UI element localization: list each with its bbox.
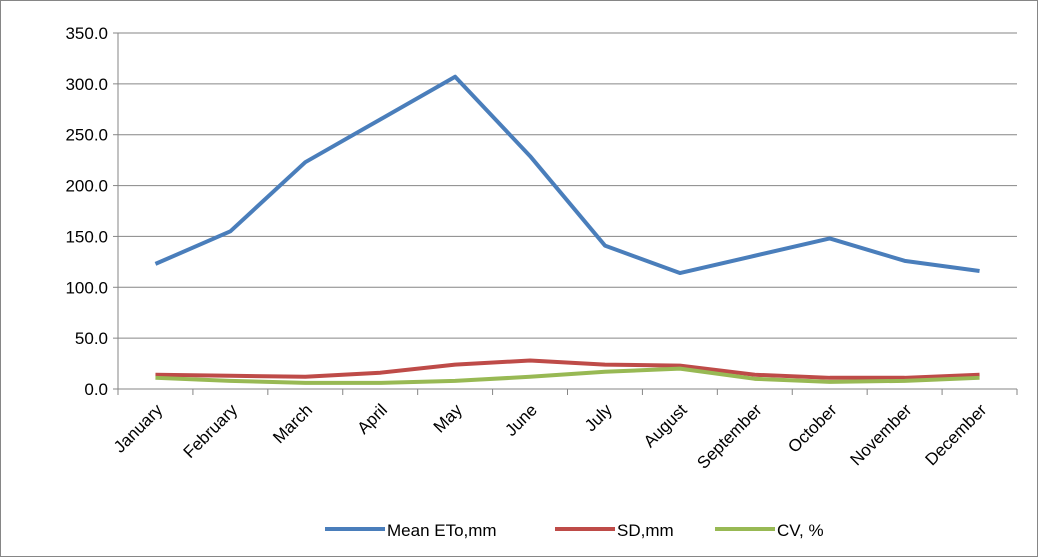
y-tick-label: 100.0 (65, 278, 108, 297)
legend-label: CV, % (777, 521, 824, 540)
legend-label: Mean ETo,mm (387, 521, 497, 540)
y-tick-label: 300.0 (65, 75, 108, 94)
series-line (154, 74, 980, 276)
y-tick-label: 0.0 (84, 380, 108, 399)
series-line (155, 358, 980, 380)
legend-label: SD,mm (617, 521, 674, 540)
y-tick-label: 50.0 (75, 329, 108, 348)
y-tick-label: 350.0 (65, 24, 108, 43)
series-line (155, 366, 980, 385)
y-tick-label: 200.0 (65, 177, 108, 196)
y-tick-label: 250.0 (65, 126, 108, 145)
y-tick-label: 150.0 (65, 227, 108, 246)
